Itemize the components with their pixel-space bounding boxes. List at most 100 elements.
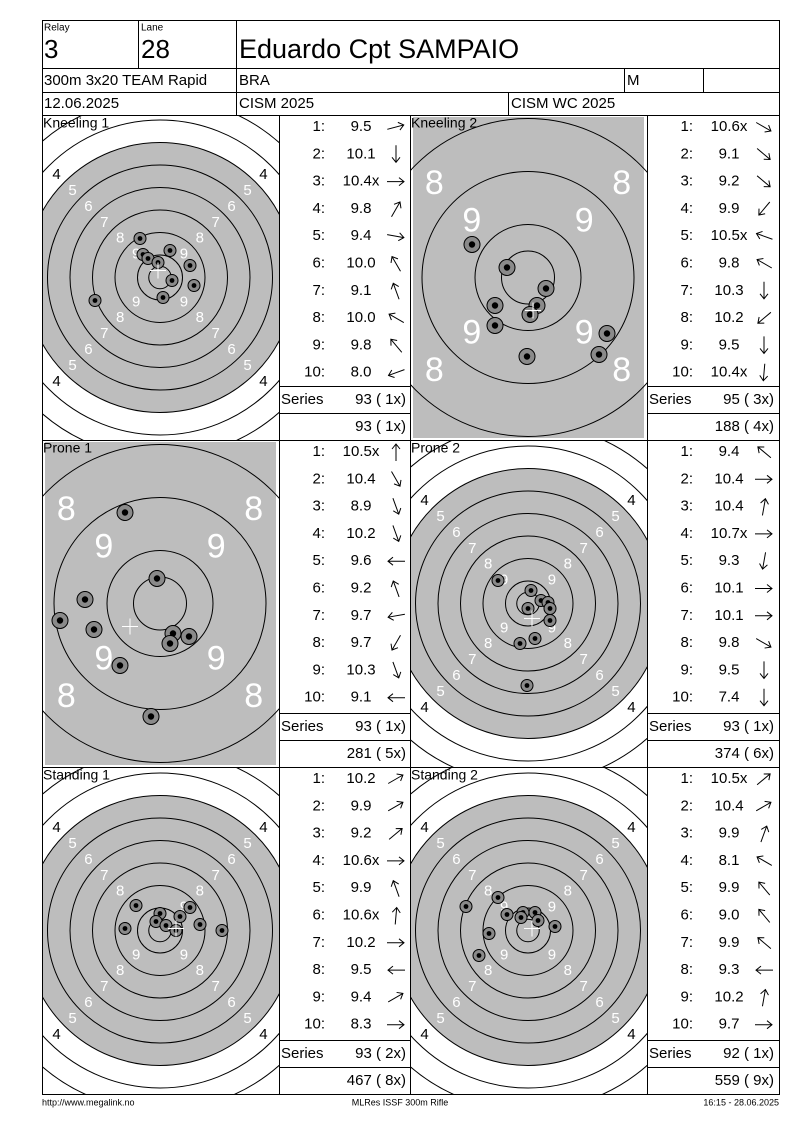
shot-direction xyxy=(387,232,405,242)
panel-title: Standing 1 xyxy=(43,767,110,783)
running-total: 374 ( 6x) xyxy=(715,745,774,762)
shot-number: 4: xyxy=(312,200,325,217)
shot-hole-centre xyxy=(153,575,161,582)
ring-number: 9 xyxy=(575,314,594,352)
ring-number: 4 xyxy=(259,373,267,390)
ring-number: 4 xyxy=(627,699,635,716)
shot-number: 9: xyxy=(680,988,693,1005)
shot-hole-centre xyxy=(116,662,124,669)
shot-number: 3: xyxy=(312,825,325,842)
shot-number: 7: xyxy=(680,607,693,624)
shot-hole-centre xyxy=(526,311,534,318)
shot-value: 9.2 xyxy=(719,173,740,190)
ring xyxy=(92,209,228,346)
ring-number: 4 xyxy=(420,819,428,836)
ring xyxy=(411,772,647,1089)
ring-number: 9 xyxy=(462,201,481,239)
shot-direction xyxy=(755,474,773,484)
shot-direction xyxy=(387,1020,405,1030)
shot-value: 10.2 xyxy=(346,934,375,951)
ring xyxy=(411,118,647,437)
series-label: Series xyxy=(649,391,692,408)
shot-direction xyxy=(760,988,769,1007)
header: Relay 3 Lane 28 Eduardo Cpt SAMPAIO 300m… xyxy=(44,23,640,112)
ring xyxy=(43,119,279,436)
outer-frame xyxy=(42,20,780,1095)
shot-direction xyxy=(392,661,402,679)
shot-direction xyxy=(759,363,769,382)
ring-number: 6 xyxy=(227,341,235,358)
shot-number: 2: xyxy=(680,797,693,814)
shot-direction xyxy=(388,312,405,324)
ring-number: 5 xyxy=(243,357,251,374)
shot-direction xyxy=(387,991,404,1003)
shot-hole-centre xyxy=(90,626,98,633)
shot-value: 10.0 xyxy=(346,254,375,271)
shot-value: 9.7 xyxy=(719,1016,740,1033)
shot-hole-centre xyxy=(187,905,193,910)
shot-number: 8: xyxy=(680,634,693,651)
shot-hole-centre xyxy=(169,278,175,283)
target: 8 88 89 99 9 xyxy=(43,442,279,765)
ring xyxy=(460,535,596,672)
ring-number: 9 xyxy=(180,246,188,263)
ring-number: 7 xyxy=(468,651,476,668)
aiming-black xyxy=(43,142,279,413)
ring-number: 6 xyxy=(595,667,603,684)
ring-number: 5 xyxy=(68,357,76,374)
shot-number: 10: xyxy=(672,689,693,706)
ring-number: 6 xyxy=(452,524,460,541)
ring-number: 4 xyxy=(52,1026,60,1043)
ring-number: 8 xyxy=(484,883,492,900)
shot-hole-centre xyxy=(533,302,541,309)
ring-number: 8 xyxy=(612,164,631,202)
shot-hole-centre xyxy=(491,322,499,329)
ring-number: 9 xyxy=(132,293,140,310)
shot-number: 2: xyxy=(312,145,325,162)
ring-number: 4 xyxy=(627,1026,635,1043)
shot-hole-centre xyxy=(153,919,159,924)
ring-number: 5 xyxy=(436,683,444,700)
shot-number: 8: xyxy=(312,309,325,326)
ring xyxy=(43,142,279,413)
shot-direction xyxy=(755,638,772,649)
ring xyxy=(437,513,619,694)
shot-number: 2: xyxy=(312,470,325,487)
shot-value: 9.4 xyxy=(351,988,372,1005)
ring-number: 9 xyxy=(462,314,481,352)
shot-number: 3: xyxy=(312,498,325,515)
panel-title: Kneeling 2 xyxy=(411,115,477,131)
target-panel: 444455556666777788889999Prone 2 xyxy=(411,440,647,767)
ring xyxy=(411,445,647,762)
inner-ten xyxy=(501,250,555,305)
shot-number: 1: xyxy=(680,443,693,460)
ring-number: 9 xyxy=(132,946,140,963)
shot-direction xyxy=(387,121,405,131)
footer-left: http://www.megalink.no xyxy=(42,1097,135,1107)
ring-number: 8 xyxy=(196,883,204,900)
shot-value: 9.1 xyxy=(719,145,740,162)
shot-hole-centre xyxy=(495,895,501,900)
ring-number: 9 xyxy=(207,640,226,678)
ring-number: 6 xyxy=(595,524,603,541)
ring xyxy=(474,224,582,331)
shot-direction xyxy=(390,879,400,897)
shot-hole-centre xyxy=(177,914,183,919)
series-total: 93 ( 1x) xyxy=(355,391,406,408)
shot-direction xyxy=(391,906,401,925)
shot-hole-centre xyxy=(157,911,163,916)
ring-number: 9 xyxy=(548,619,556,636)
shot-hole-centre xyxy=(504,912,510,917)
relay-label: Relay xyxy=(44,23,70,34)
shot-direction xyxy=(755,529,773,539)
shot-number: 5: xyxy=(312,879,325,896)
shot-hole-centre xyxy=(532,636,538,641)
shot-number: 8: xyxy=(680,961,693,978)
shot-value: 10.4 xyxy=(346,470,375,487)
shot-list: 1: 10.2 2: 9.9 3: 9.2 4: 10.6x 5: 9.9 6: 10.6x 7: 10.… xyxy=(279,770,410,1089)
shot-value: 9.9 xyxy=(719,934,740,951)
shot-value: 10.2 xyxy=(714,988,743,1005)
